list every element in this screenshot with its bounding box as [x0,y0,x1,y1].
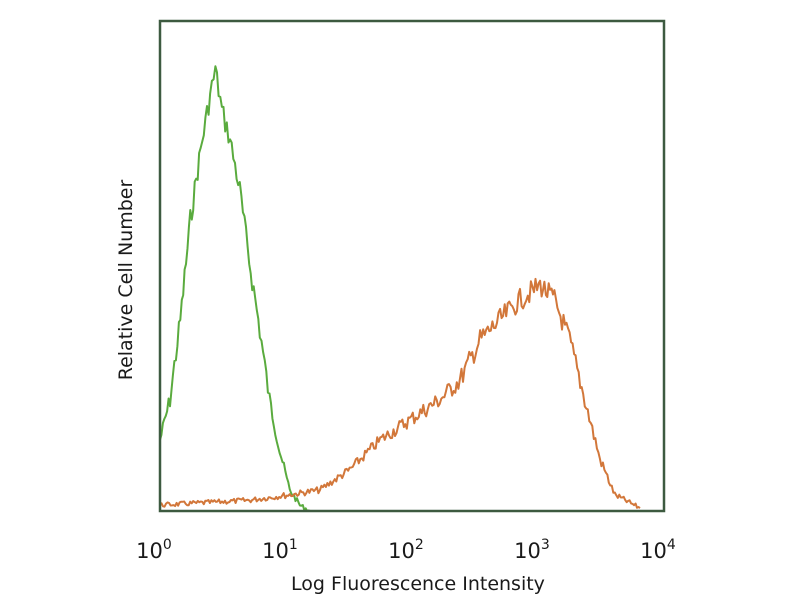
y-axis-label: Relative Cell Number [115,180,137,381]
histogram-series-2 [159,277,641,509]
x-tick-label: 101 [262,537,298,563]
x-tick-label: 103 [514,537,550,563]
x-tick-label: 104 [640,537,676,563]
histogram-series-1 [159,65,311,512]
plot-frame [158,19,666,513]
x-tick-label: 102 [388,537,424,563]
x-tick-label: 100 [136,537,172,563]
x-axis-label: Log Fluorescence Intensity [291,573,545,595]
